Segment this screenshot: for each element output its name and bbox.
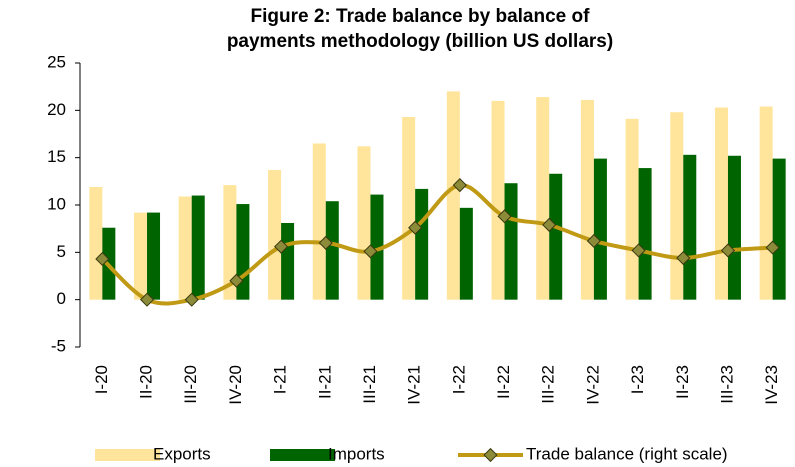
bar: [402, 116, 416, 300]
bar: [625, 118, 639, 300]
bar: [459, 207, 473, 300]
bar: [415, 188, 429, 300]
x-tick-label: I-23: [628, 365, 647, 394]
x-tick-label: III-20: [181, 365, 200, 404]
y-tick-label: -5: [51, 336, 66, 355]
bar: [536, 97, 550, 300]
marker: [318, 235, 333, 250]
legend-swatch: [270, 449, 335, 461]
marker: [497, 209, 512, 224]
bar: [312, 143, 326, 300]
bar: [147, 212, 161, 300]
bar: [134, 212, 148, 300]
bar: [89, 187, 103, 300]
marker: [676, 250, 691, 266]
marker: [586, 233, 601, 249]
x-tick-label: III-21: [360, 365, 379, 404]
bar: [504, 183, 518, 300]
bar: [357, 146, 371, 300]
bar: [580, 99, 594, 300]
x-tick-label: II-22: [494, 365, 513, 399]
marker: [720, 243, 736, 258]
bar: [223, 185, 237, 300]
bar: [593, 158, 607, 300]
y-tick-label: 15: [47, 147, 66, 166]
marker: [452, 178, 467, 193]
marker: [184, 292, 199, 307]
bar: [370, 194, 384, 300]
bar: [759, 106, 773, 300]
bar: [772, 158, 786, 300]
bar: [178, 196, 192, 300]
x-tick-label: II-21: [315, 365, 334, 399]
x-tick-label: IV-20: [226, 365, 245, 405]
x-tick-label: IV-22: [583, 365, 602, 405]
chart-title: Figure 2: Trade balance by balance of pa…: [226, 6, 614, 52]
marker: [542, 217, 557, 232]
bar: [714, 107, 728, 300]
bar: [491, 100, 505, 300]
marker: [631, 243, 646, 258]
marker: [408, 220, 423, 235]
bar: [670, 112, 684, 300]
bar: [638, 168, 652, 300]
bar: [191, 195, 205, 300]
bar: [727, 155, 741, 300]
x-tick-label: I-21: [271, 365, 290, 394]
legend-label: Trade balance (right scale): [526, 444, 728, 463]
marker: [229, 273, 244, 288]
marker: [95, 251, 110, 267]
bar: [549, 173, 563, 300]
x-tick-label: III-22: [539, 365, 558, 404]
marker: [363, 244, 378, 259]
x-tick-label: I-22: [449, 365, 468, 394]
bar: [446, 91, 460, 300]
legend-marker: [483, 447, 498, 463]
legend-label: Exports: [153, 444, 211, 463]
x-tick-label: IV-23: [762, 365, 781, 405]
bar: [281, 222, 295, 300]
marker: [274, 239, 289, 254]
marker: [765, 240, 780, 255]
x-tick-label: I-20: [92, 365, 111, 394]
y-tick-label: 20: [47, 100, 66, 119]
bar: [683, 154, 697, 300]
x-tick-label: II-20: [137, 365, 156, 399]
line: [100, 183, 773, 306]
marker: [139, 292, 155, 307]
y-tick-label: 25: [47, 52, 66, 71]
bar: [268, 169, 282, 300]
bar: [325, 201, 339, 300]
x-tick-label: II-23: [673, 365, 692, 399]
y-tick-label: 5: [57, 242, 66, 261]
x-tick-label: IV-21: [405, 365, 424, 405]
x-tick-label: III-23: [717, 365, 736, 404]
y-tick-label: 0: [57, 289, 66, 308]
y-tick-label: 10: [47, 194, 66, 213]
legend-label: Imports: [328, 444, 385, 463]
legend-swatch: [95, 449, 160, 461]
